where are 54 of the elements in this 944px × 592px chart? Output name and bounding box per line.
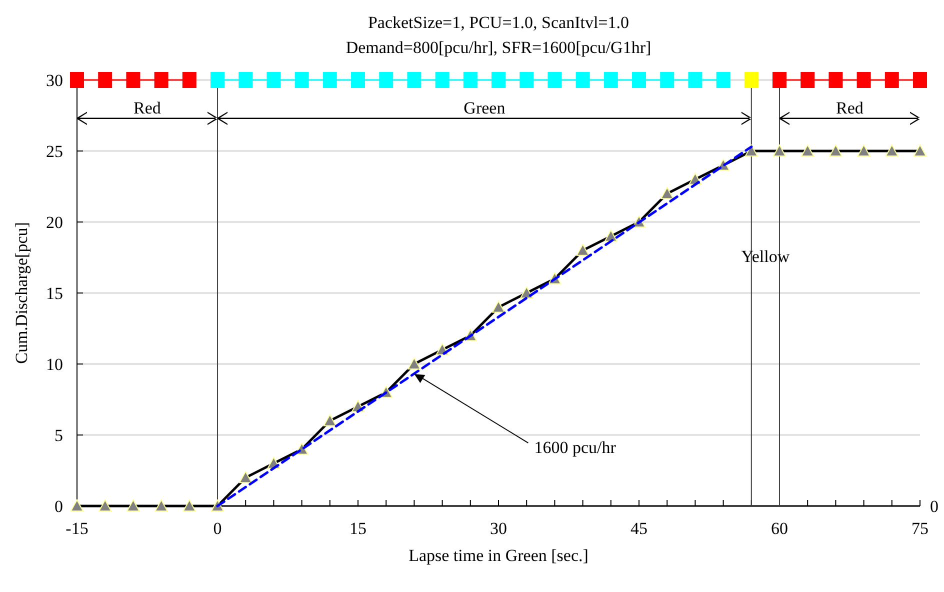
point xyxy=(154,72,168,88)
point xyxy=(238,72,253,88)
point xyxy=(660,72,674,88)
point xyxy=(294,72,309,88)
x-tick-label: 0 xyxy=(213,519,222,538)
chart-subtitle: Demand=800[pcu/hr], SFR=1600[pcu/G1hr] xyxy=(346,38,652,57)
point xyxy=(716,72,730,88)
annotation: 1600 pcu/hr xyxy=(534,438,616,457)
point xyxy=(884,72,899,88)
y-tick-label: 10 xyxy=(46,355,63,374)
x-tick-label: 30 xyxy=(490,519,507,538)
point xyxy=(548,72,562,88)
x-tick-label: 45 xyxy=(630,519,648,538)
point xyxy=(828,72,843,88)
x-tick-label: 15 xyxy=(350,519,366,538)
annotation: Green xyxy=(464,98,506,118)
point xyxy=(463,72,478,88)
point xyxy=(98,72,112,88)
point xyxy=(351,72,365,88)
point xyxy=(800,72,815,88)
point xyxy=(126,72,140,88)
chart-title: PacketSize=1, PCU=1.0, ScanItvl=1.0 xyxy=(368,13,630,32)
point xyxy=(379,72,394,88)
y-axis-title: Cum.Discharge[pcu] xyxy=(12,222,31,364)
y-tick-label: 30 xyxy=(46,71,63,90)
annotation: Red xyxy=(836,98,864,118)
point xyxy=(688,72,702,88)
x-tick-label: -15 xyxy=(66,519,88,538)
point xyxy=(210,72,224,88)
annotation: Red xyxy=(134,98,162,118)
x-tick-label: 60 xyxy=(771,519,788,538)
point xyxy=(856,72,871,88)
text: 0 xyxy=(930,497,938,516)
point xyxy=(182,72,196,88)
point xyxy=(772,72,786,88)
point xyxy=(322,72,337,88)
x-tick-label: 75 xyxy=(912,519,928,538)
point xyxy=(435,72,450,88)
point xyxy=(407,72,422,88)
y-tick-label: 20 xyxy=(46,213,63,232)
y-tick-label: 15 xyxy=(46,284,63,303)
point xyxy=(632,72,646,88)
point xyxy=(744,72,758,88)
point xyxy=(492,72,506,88)
y-tick-label: 25 xyxy=(46,142,63,161)
point xyxy=(70,72,84,88)
point xyxy=(576,72,590,88)
point xyxy=(266,72,281,88)
point xyxy=(913,72,927,88)
y-tick-label: 5 xyxy=(54,426,63,445)
x-axis-title: Lapse time in Green [sec.] xyxy=(408,546,588,565)
point xyxy=(604,72,618,88)
y-tick-label: 0 xyxy=(54,497,63,516)
point xyxy=(520,72,534,88)
